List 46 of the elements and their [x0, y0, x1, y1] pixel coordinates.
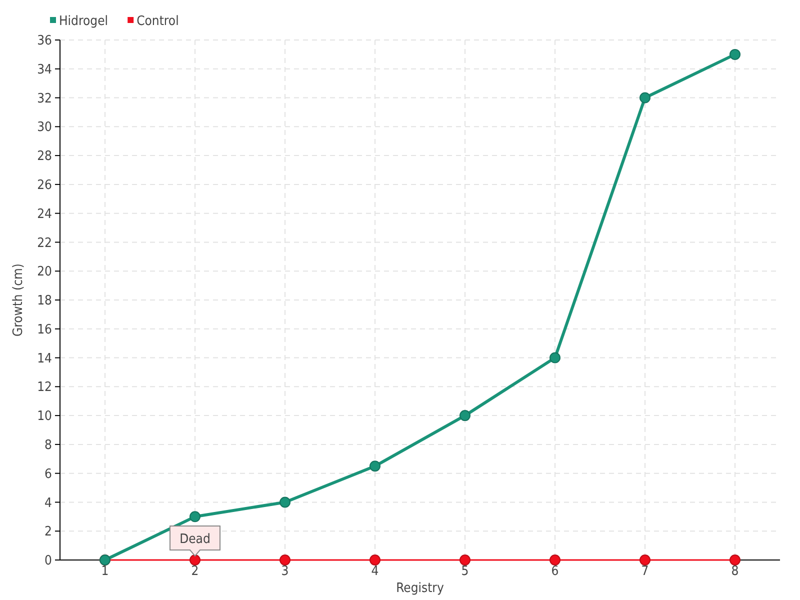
point	[640, 92, 650, 104]
y-tick-label: 2	[44, 524, 52, 540]
point	[640, 554, 650, 566]
point	[280, 554, 290, 566]
y-tick-label: 8	[44, 438, 52, 453]
x-tick-label: 3	[281, 564, 289, 579]
y-tick-label: 36	[37, 34, 52, 49]
y-tick-label: 12	[37, 380, 52, 396]
y-tick-label: 16	[37, 322, 52, 338]
y-tick-label: 6	[44, 466, 52, 482]
x-axis-title: Registry	[396, 581, 444, 596]
point	[550, 554, 560, 566]
y-tick-label: 34	[37, 62, 52, 78]
x-tick-label: 8	[731, 564, 739, 579]
point	[190, 511, 200, 522]
y-tick-label: 0	[44, 554, 52, 569]
y-tick-label: 30	[37, 120, 52, 136]
y-tick-label: 26	[37, 178, 52, 193]
point	[460, 554, 470, 566]
point	[730, 48, 740, 60]
y-tick-label: 10	[37, 409, 52, 424]
y-tick-label: 4	[44, 496, 52, 511]
point	[370, 460, 380, 472]
annotation: Dead	[180, 532, 210, 547]
x-tick-label: 2	[191, 564, 199, 579]
x-tick-label: 1	[101, 564, 109, 579]
point	[550, 352, 560, 364]
point	[460, 410, 470, 422]
x-tick-label: 6	[551, 564, 559, 579]
y-axis-title: Growth (cm)	[11, 264, 26, 336]
y-tick-label: 20	[37, 264, 52, 280]
point	[370, 554, 380, 566]
y-tick-label: 32	[37, 91, 52, 106]
y-tick-label: 14	[37, 351, 52, 366]
y-tick-label: 24	[37, 206, 52, 222]
point	[190, 554, 200, 566]
y-tick-label: 22	[37, 236, 52, 251]
legend-label: Hidrogel	[59, 14, 108, 29]
y-tick-label: 18	[37, 294, 52, 309]
legend-label: Control	[136, 14, 179, 29]
x-tick-label: 4	[371, 564, 379, 579]
point	[280, 496, 290, 508]
x-tick-label: 5	[461, 564, 469, 579]
y-tick-label: 28	[37, 149, 52, 164]
x-tick-label: 7	[641, 564, 649, 579]
point	[730, 554, 740, 566]
